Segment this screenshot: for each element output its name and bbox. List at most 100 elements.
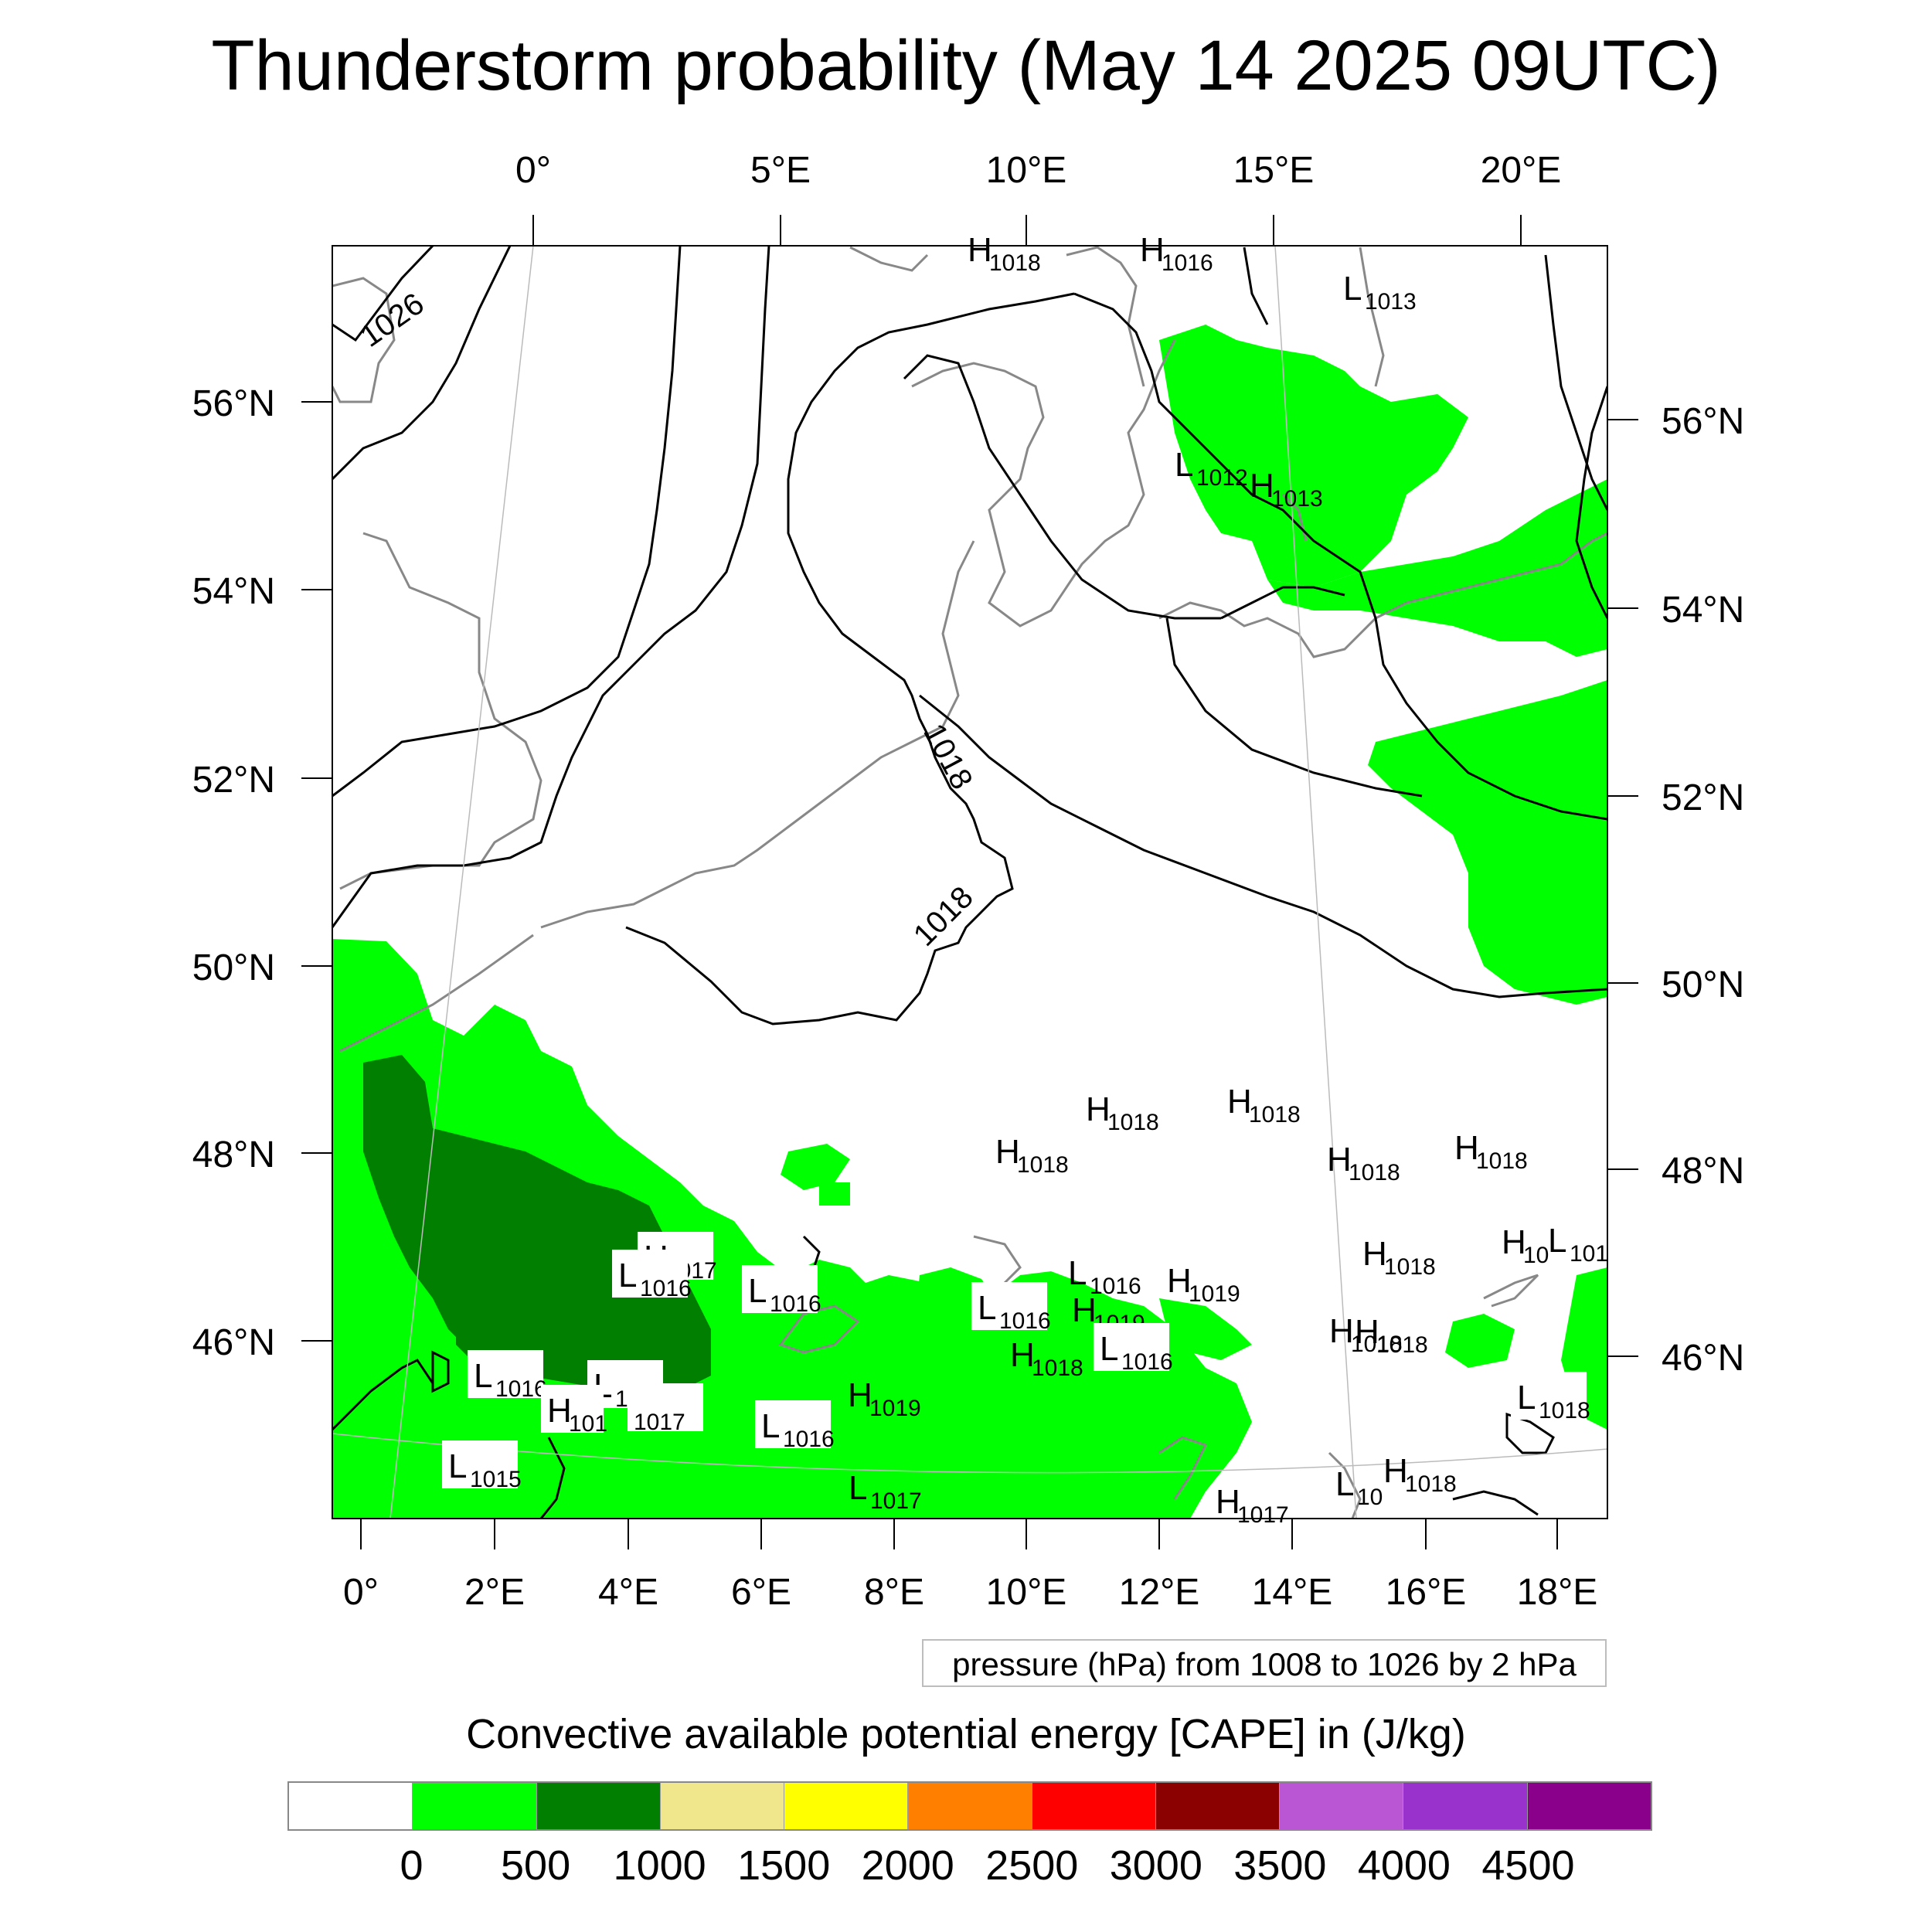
graticule [332, 246, 1607, 1519]
pressure-center-letter: L [618, 1257, 637, 1294]
pressure-center-value: 1016 [1090, 1274, 1141, 1299]
pressure-center-letter: H [1216, 1483, 1240, 1521]
pressure-center-letter: H [1355, 1313, 1379, 1351]
pressure-center-value: 1013 [1271, 486, 1323, 512]
colorbar-swatch [413, 1783, 537, 1829]
pressure-center-value: 101 [569, 1411, 607, 1437]
pressure-center-value: 1017 [634, 1410, 685, 1435]
left-lat-label: 48°N [192, 1134, 275, 1175]
top-lon-label: 0° [515, 150, 551, 191]
pressure-center-letter: H [1383, 1452, 1408, 1490]
colorbar-title: Convective available potential energy [C… [466, 1711, 1466, 1757]
pressure-center-letter: L [1343, 270, 1362, 308]
colorbar-label: 4000 [1357, 1842, 1451, 1889]
pressure-center-value: 1019 [1189, 1281, 1240, 1307]
pressure-center-letter: H [1362, 1235, 1387, 1273]
pressure-center-letter: H [1327, 1141, 1352, 1179]
pressure-center-letter: H [995, 1133, 1020, 1171]
left-lat-label: 46°N [192, 1322, 275, 1363]
pressure-center-letter: L [748, 1272, 767, 1310]
pressure-center: L 1018 [1511, 1372, 1590, 1423]
pressure-center-letter: L [849, 1469, 867, 1507]
pressure-center-value: 1018 [1351, 1332, 1403, 1357]
pressure-center-letter: H [1329, 1312, 1354, 1350]
pressure-center-value: 1018 [989, 250, 1041, 276]
pressure-center-letter: L [1175, 446, 1193, 484]
pressure-center-letter: H [1167, 1262, 1192, 1300]
bottom-lon-label: 2°E [464, 1572, 525, 1613]
pressure-center-letter: L [448, 1447, 467, 1485]
bottom-lon-label: 0° [343, 1572, 379, 1613]
top-lon-label: 15°E [1233, 150, 1315, 191]
axis-ticks [301, 215, 1638, 1549]
pressure-center-letter: H [1010, 1336, 1035, 1374]
colorbar-swatch [536, 1783, 661, 1829]
contour-info-box: pressure (hPa) from 1008 to 1026 by 2 hP… [922, 1639, 1607, 1687]
pressure-center-value: 1018 [1384, 1254, 1436, 1280]
bottom-lon-label: 10°E [986, 1572, 1067, 1613]
colorbar-swatch [1527, 1783, 1651, 1829]
pressure-center-letter: H [547, 1392, 572, 1430]
pressure-center-value: 1018 [1017, 1152, 1069, 1178]
left-lat-label: 50°N [192, 947, 275, 988]
pressure-center-letter: L [1100, 1330, 1118, 1368]
pressure-center-value: 1016 [640, 1276, 692, 1301]
pressure-center-letter: L [474, 1357, 492, 1395]
colorbar-swatch [908, 1783, 1032, 1829]
left-lat-label: 52°N [192, 760, 275, 801]
colorbar-swatch [784, 1783, 909, 1829]
pressure-center-value: 1017 [870, 1488, 922, 1514]
pressure-center-value: 1018 [1107, 1110, 1159, 1135]
bottom-lon-label: 16°E [1386, 1572, 1467, 1613]
pressure-center-value: 1016 [1121, 1349, 1173, 1375]
pressure-center-value: 1016 [1162, 250, 1213, 276]
pressure-center-value: 10 [1523, 1243, 1549, 1268]
bottom-lon-label: 12°E [1119, 1572, 1200, 1613]
colorbar-label: 500 [501, 1842, 571, 1889]
pressure-center-letter: H [1227, 1083, 1252, 1121]
pressure-center-value: 10 [1357, 1485, 1383, 1510]
pressure-center: L 1017 [849, 1469, 922, 1514]
colorbar-swatch [1403, 1783, 1528, 1829]
pressure-center: L 10 [1335, 1465, 1383, 1510]
colorbar-label: 0 [400, 1842, 423, 1889]
pressure-center-value: 1018 [1249, 1102, 1301, 1128]
colorbar [287, 1781, 1652, 1831]
pressure-center: L 101 [1548, 1222, 1608, 1267]
pressure-center: H10 [1502, 1223, 1549, 1268]
pressure-center-value: 1013 [1365, 289, 1417, 315]
pressure-center-value: 1016 [770, 1291, 821, 1317]
pressure-center-letter: H [1454, 1129, 1479, 1167]
pressure-center-value: 1018 [1476, 1148, 1528, 1174]
pressure-center: L 1013 [1343, 270, 1417, 315]
pressure-center-letter: H [1086, 1090, 1111, 1128]
colorbar-label: 3000 [1109, 1842, 1202, 1889]
colorbar-swatch [289, 1783, 413, 1829]
right-lat-labels: 56°N 54°N 52°N 50°N 48°N 46°N [1662, 401, 1744, 1379]
pressure-center-value: 1012 [1196, 465, 1248, 491]
right-lat-label: 56°N [1662, 401, 1744, 442]
colorbar-label: 2500 [985, 1842, 1079, 1889]
right-lat-label: 46°N [1662, 1338, 1744, 1379]
colorbar-labels: 0 500 1000 1500 2000 2500 3000 3500 4000 4500 [0, 1841, 1932, 1895]
pressure-center: L 1015 [442, 1440, 522, 1492]
pressure-center-value: 1018 [1032, 1355, 1083, 1381]
bottom-lon-label: 6°E [731, 1572, 791, 1613]
isobars [332, 246, 1607, 1519]
pressure-center-value: 1017 [1237, 1502, 1289, 1528]
